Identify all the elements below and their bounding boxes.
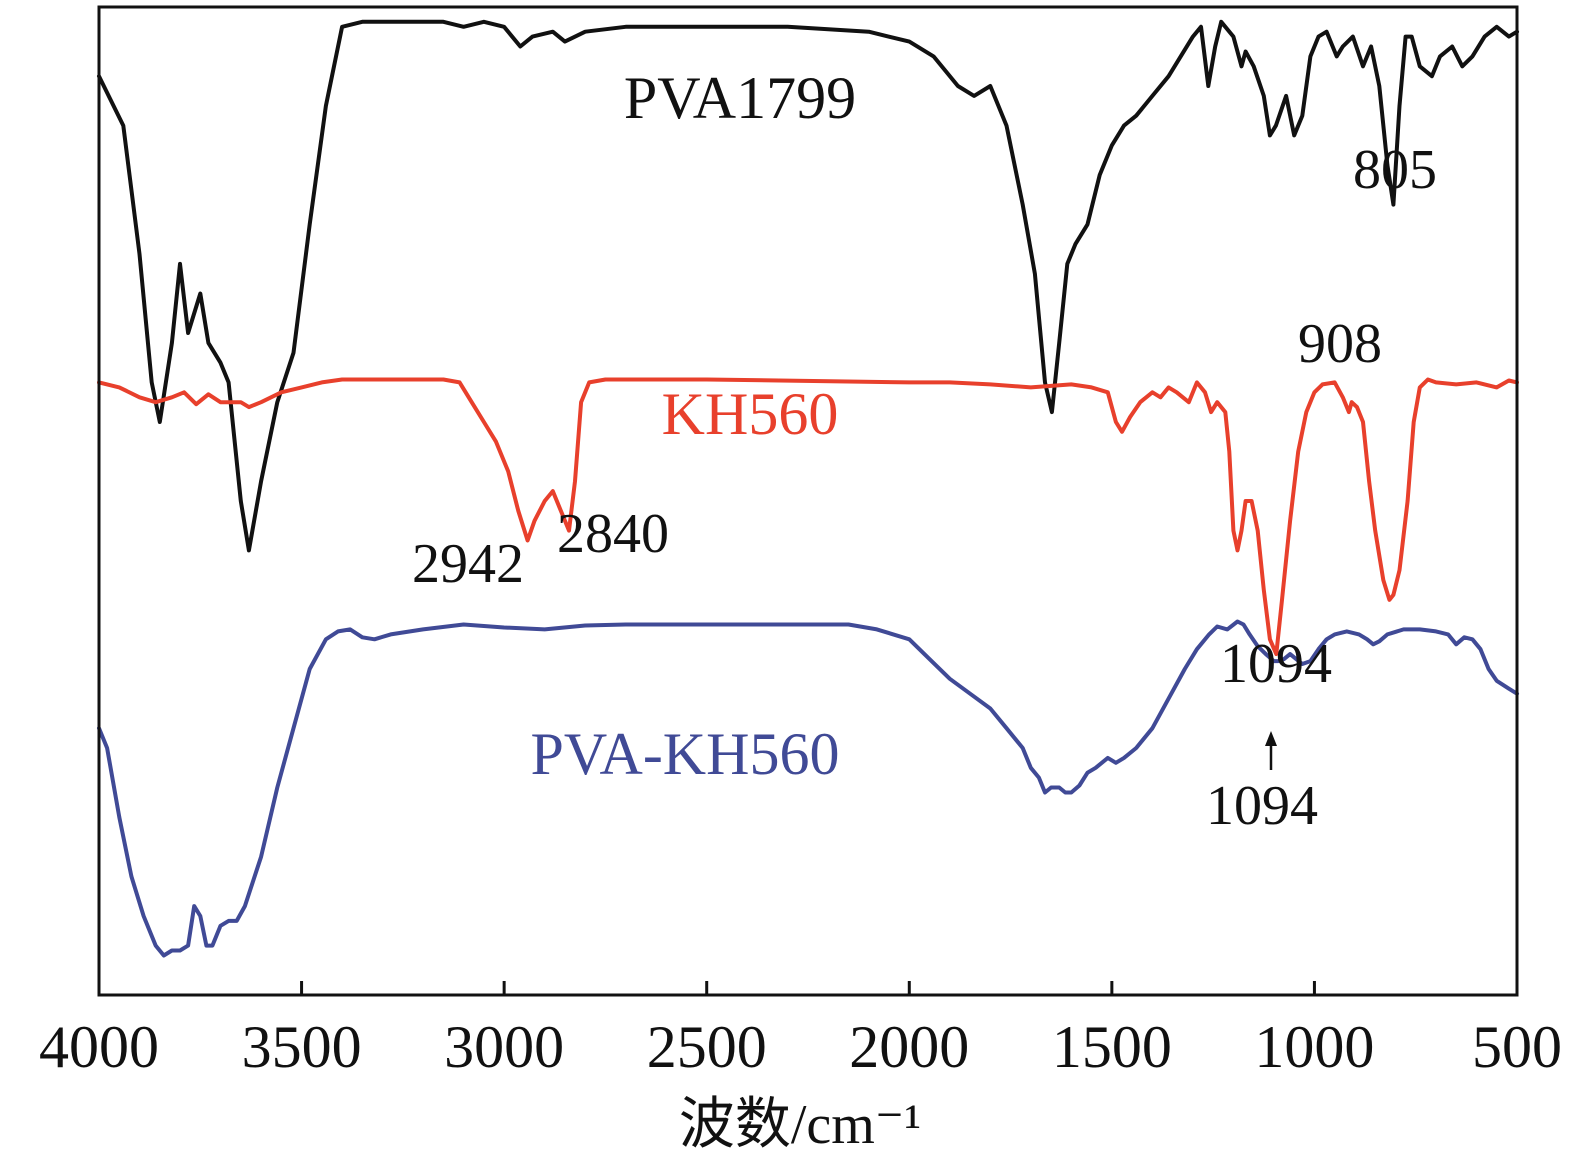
- series-line-kh560: [97, 377, 1519, 657]
- annotation-908: 908: [1298, 313, 1382, 375]
- annotation-1094-kh560: 1094: [1220, 633, 1332, 695]
- x-ticks-layer: 4000 3500 3000 2500 2000 1500 1000 500: [39, 981, 1562, 1080]
- annotation-2840: 2840: [557, 503, 669, 565]
- x-tick-label: 3000: [444, 1014, 564, 1080]
- series-line-pva1799: [97, 19, 1519, 553]
- x-tick-label: 3500: [242, 1014, 362, 1080]
- x-tick-label: 2500: [647, 1014, 767, 1080]
- series-line-pva-kh560: [97, 619, 1519, 958]
- x-tick-label: 1500: [1052, 1014, 1172, 1080]
- annotation-1094-pva-kh560: 1094: [1206, 775, 1318, 837]
- x-tick-label: 2000: [849, 1014, 969, 1080]
- arrow-head: [1265, 731, 1277, 746]
- x-tick-label: 500: [1472, 1014, 1562, 1080]
- series-label-pva1799: PVA1799: [624, 65, 856, 131]
- x-tick-label: 1000: [1254, 1014, 1374, 1080]
- curves-layer: [97, 19, 1519, 958]
- x-tick-label: 4000: [39, 1014, 159, 1080]
- annotation-805: 805: [1353, 139, 1437, 201]
- plot-frame: [97, 5, 1519, 997]
- annotation-2942: 2942: [412, 533, 524, 595]
- x-axis-title: 波数/cm⁻¹: [679, 1094, 921, 1156]
- series-label-pva-kh560: PVA-KH560: [531, 721, 840, 787]
- annotation-arrow-1094: [1265, 731, 1277, 770]
- series-label-kh560: KH560: [662, 381, 839, 447]
